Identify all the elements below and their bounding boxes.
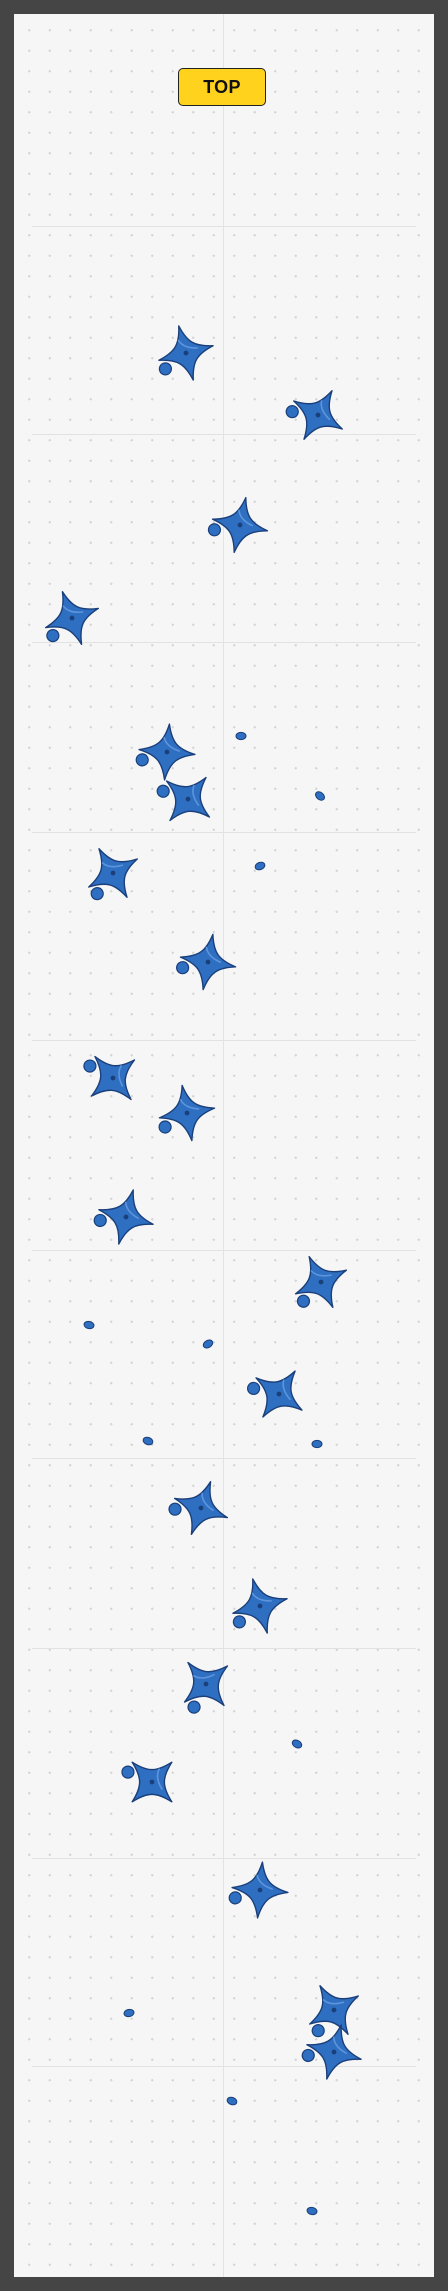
chip-icon [235, 731, 247, 741]
foot-chip-hold[interactable] [253, 859, 267, 873]
star-hold-icon [83, 1055, 136, 1101]
star-hold-icon [135, 723, 196, 781]
panel-seam [32, 1458, 416, 1459]
panel-seam [32, 1040, 416, 1041]
climbing-wall: TOP [14, 14, 434, 2277]
top-marker-button[interactable]: TOP [178, 68, 266, 106]
panel-seam [32, 226, 416, 227]
star-hold-icon [207, 496, 269, 554]
climbing-hold[interactable] [302, 1978, 366, 2042]
star-hold-icon [294, 1255, 348, 1309]
foot-chip-hold[interactable] [201, 1337, 215, 1351]
panel-seam [32, 434, 416, 435]
star-hold-icon [121, 1761, 173, 1803]
foot-chip-hold[interactable] [225, 2094, 239, 2108]
chip-icon [202, 1339, 214, 1349]
panel-seam [32, 1648, 416, 1649]
climbing-hold[interactable] [156, 767, 220, 831]
foot-chip-hold[interactable] [141, 1434, 155, 1448]
star-hold-icon [158, 1084, 216, 1142]
panel-seam [32, 2066, 416, 2067]
panel-seam [32, 1250, 416, 1251]
climbing-hold[interactable] [207, 493, 272, 557]
chip-icon [142, 1436, 154, 1446]
foot-chip-hold[interactable] [122, 2006, 136, 2020]
climbing-hold[interactable] [81, 841, 145, 905]
climbing-hold[interactable] [40, 586, 104, 650]
climbing-hold[interactable] [301, 2020, 366, 2084]
chip-icon [315, 791, 325, 801]
chip-icon [311, 1439, 323, 1449]
chip-icon [291, 1739, 303, 1749]
foot-chip-hold[interactable] [82, 1318, 96, 1332]
climbing-hold[interactable] [247, 1362, 311, 1426]
star-hold-icon [93, 1189, 154, 1245]
foot-chip-hold[interactable] [305, 2204, 319, 2218]
panel-seam [32, 642, 416, 643]
climbing-hold[interactable] [228, 1858, 292, 1922]
foot-chip-hold[interactable] [234, 729, 248, 743]
climbing-hold[interactable] [176, 930, 240, 994]
chip-icon [254, 861, 266, 871]
star-hold-icon [44, 590, 100, 646]
star-hold-icon [309, 1985, 359, 2038]
star-hold-icon [232, 1578, 288, 1634]
center-seam [223, 14, 224, 2277]
climbing-hold[interactable] [135, 720, 199, 784]
star-hold-icon [158, 325, 214, 381]
star-hold-icon [247, 1370, 303, 1418]
chip-icon [226, 2096, 238, 2106]
foot-chip-hold[interactable] [313, 789, 327, 803]
climbing-hold[interactable] [120, 1750, 184, 1814]
climbing-hold[interactable] [285, 383, 350, 447]
foot-chip-hold[interactable] [310, 1437, 324, 1451]
star-hold-icon [183, 1661, 229, 1714]
star-hold-icon [176, 933, 237, 991]
climbing-hold[interactable] [155, 1081, 219, 1145]
star-hold-icon [228, 1861, 289, 1919]
panel-seam [32, 1858, 416, 1859]
star-hold-icon [168, 1480, 229, 1536]
star-hold-icon [285, 390, 343, 440]
climbing-hold[interactable] [228, 1574, 292, 1638]
foot-chip-hold[interactable] [290, 1737, 304, 1751]
climbing-hold[interactable] [154, 321, 218, 385]
chip-icon [83, 1320, 95, 1330]
star-hold-icon [88, 848, 138, 901]
climbing-hold[interactable] [81, 1046, 145, 1110]
climbing-hold[interactable] [289, 1250, 353, 1314]
star-hold-icon [156, 776, 211, 822]
chip-icon [306, 2206, 318, 2216]
climbing-hold[interactable] [93, 1185, 158, 1249]
climbing-hold[interactable] [168, 1476, 233, 1540]
panel-seam [32, 832, 416, 833]
climbing-hold[interactable] [174, 1652, 238, 1716]
star-hold-icon [301, 2024, 362, 2080]
chip-icon [123, 2008, 135, 2018]
